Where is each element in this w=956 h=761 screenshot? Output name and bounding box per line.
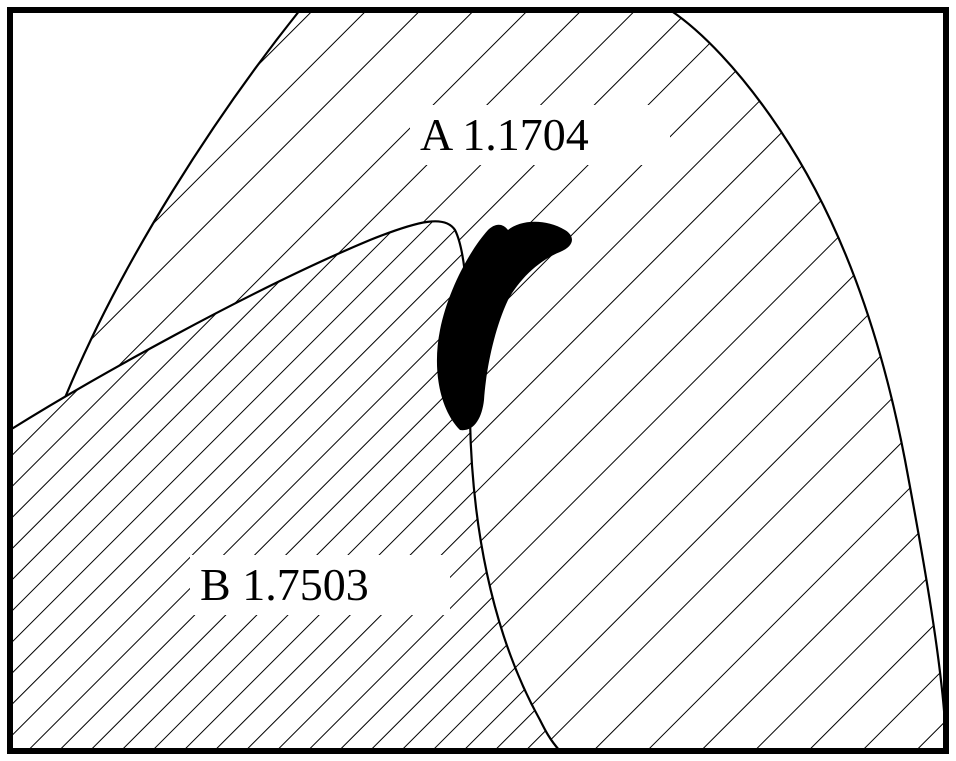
label-b: B 1.7503 [200, 562, 369, 608]
label-a-value: 1.1704 [462, 109, 589, 160]
label-a: A 1.1704 [420, 112, 589, 158]
label-b-value: 1.7503 [242, 559, 369, 610]
label-b-prefix: B [200, 559, 231, 610]
label-a-prefix: A [420, 109, 451, 160]
diagram-canvas: A 1.1704 B 1.7503 [0, 0, 956, 761]
